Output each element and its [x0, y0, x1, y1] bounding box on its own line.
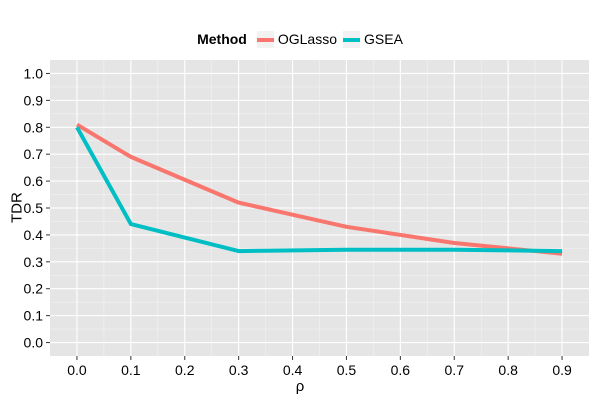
- x-tick-label: 0.3: [229, 362, 249, 378]
- x-tick-label: 0.9: [552, 362, 572, 378]
- y-tick-label: 0.5: [24, 200, 44, 216]
- y-axis: 0.0 0.1 0.2 0.3 0.4 0.5 0.6 0.7 0.8 0.9 1.0: [24, 65, 50, 351]
- x-tick-label: 0.2: [175, 362, 195, 378]
- legend: Method OGLasso GSEA: [0, 28, 600, 50]
- series-line-oglasso: [75, 122, 563, 256]
- y-tick-label: 0.2: [24, 281, 44, 297]
- major-gridlines: [50, 60, 589, 356]
- legend-title: Method: [197, 31, 247, 47]
- y-tick-label: 0.6: [24, 173, 44, 189]
- x-tick-label: 0.8: [498, 362, 518, 378]
- y-tick-label: 0.8: [24, 119, 44, 135]
- y-tick-label: 0.3: [24, 254, 44, 270]
- x-tick-label: 0.7: [445, 362, 465, 378]
- y-tick-label: 0.4: [24, 227, 44, 243]
- x-tick-label: 0.6: [391, 362, 411, 378]
- legend-label-oglasso: OGLasso: [277, 31, 337, 47]
- y-tick-label: 0.7: [24, 146, 44, 162]
- legend-item-gsea: GSEA: [343, 30, 403, 48]
- x-tick-label: 0.0: [67, 362, 87, 378]
- y-tick-label: 1.0: [24, 65, 44, 81]
- legend-item-oglasso: OGLasso: [256, 30, 337, 48]
- x-tick-label: 0.4: [283, 362, 303, 378]
- y-tick-label: 0.1: [24, 308, 44, 324]
- x-tick-label: 0.1: [121, 362, 141, 378]
- series-line-gsea: [75, 126, 563, 254]
- minor-gridlines: [50, 60, 589, 356]
- legend-key-gsea: [343, 30, 360, 48]
- y-axis-label: TDR: [8, 192, 26, 223]
- x-tick-label: 0.5: [337, 362, 357, 378]
- legend-label-gsea: GSEA: [364, 31, 403, 47]
- y-tick-label: 0.9: [24, 92, 44, 108]
- x-axis: 0.0 0.1 0.2 0.3 0.4 0.5 0.6 0.7 0.8 0.9: [67, 356, 572, 378]
- x-axis-label: ρ: [295, 378, 305, 395]
- series-layer: [75, 122, 563, 256]
- y-tick-label: 0.0: [24, 335, 44, 351]
- legend-key-oglasso: [256, 30, 274, 48]
